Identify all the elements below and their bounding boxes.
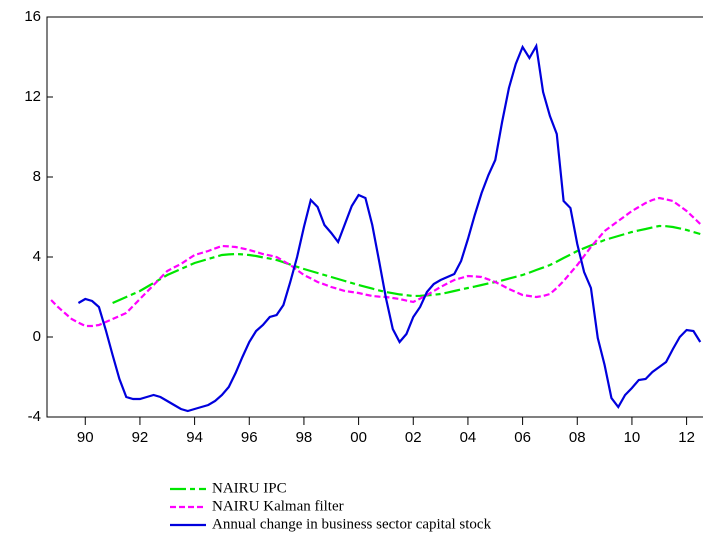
series-line [77,42,702,413]
x-tick-label: 08 [569,429,586,446]
x-tick-label: 92 [132,429,149,446]
x-tick-label: 12 [678,429,695,446]
x-tick-label: 98 [296,429,313,446]
series-line [50,196,702,328]
x-tick-label: 04 [460,429,477,446]
plot-frame [46,16,703,418]
x-tick-label: 94 [186,429,203,446]
x-tick-label: 02 [405,429,422,446]
y-tick-label: 12 [24,88,41,105]
x-tick-label: 96 [241,429,258,446]
legend-label: Annual change in business sector capital… [212,516,492,532]
x-tick-label: 10 [624,429,641,446]
y-tick-label: 4 [33,248,41,265]
x-tick-label: 90 [77,429,94,446]
y-tick-label: 0 [33,328,41,345]
legend-label: NAIRU IPC [212,480,287,496]
y-tick-label: -4 [28,408,41,425]
x-tick-label: 00 [350,429,367,446]
y-tick-label: 16 [24,8,41,25]
x-tick-label: 06 [514,429,531,446]
legend-label: NAIRU Kalman filter [212,498,344,514]
y-tick-label: 8 [33,168,41,185]
series-line [112,224,701,305]
